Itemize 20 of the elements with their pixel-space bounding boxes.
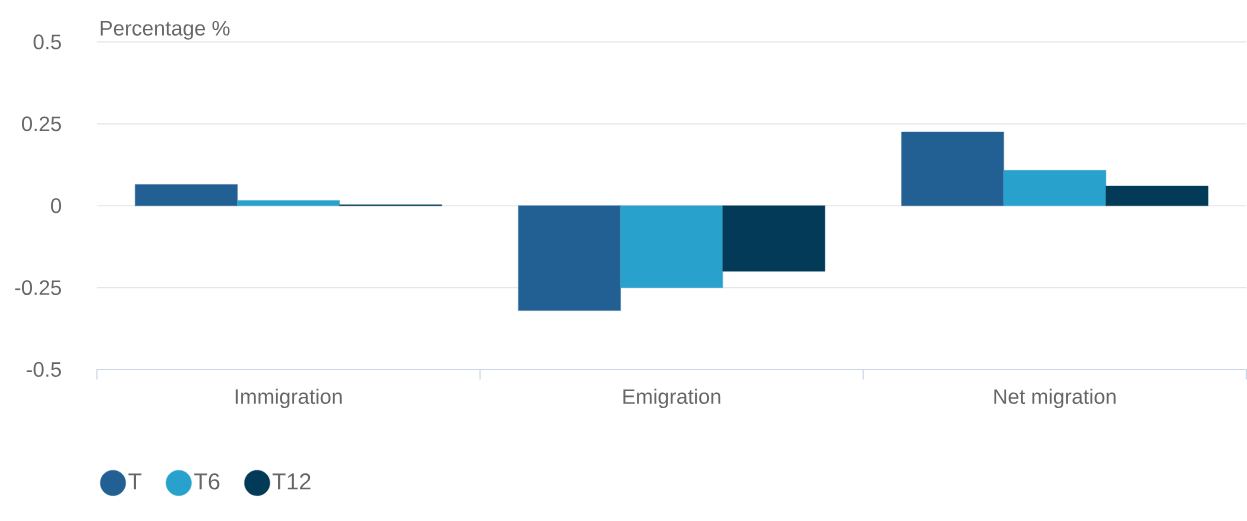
y-axis-title: Percentage %: [100, 20, 230, 40]
y-tick-label: 0: [51, 198, 62, 213]
x-tick-label: Net migration: [994, 388, 1116, 408]
bar: [620, 205, 723, 288]
y-tick-label: 0.25: [22, 116, 61, 132]
bar: [901, 131, 1004, 206]
y-tick-label: -0.25: [15, 280, 61, 295]
y-tick-label: -0.5: [26, 361, 61, 377]
legend-label: T: [128, 473, 142, 490]
legend-label: T12: [272, 473, 311, 490]
bar: [135, 184, 238, 206]
y-tick-label: 0.5: [33, 34, 61, 50]
bar: [237, 200, 340, 206]
x-tick-label: Emigration: [623, 388, 721, 408]
x-tick-label: Immigration: [235, 388, 342, 408]
bar: [722, 205, 826, 272]
legend-label: T6: [194, 473, 220, 490]
bar: [1105, 185, 1209, 206]
bar: [1003, 170, 1107, 206]
bar: [518, 205, 621, 311]
